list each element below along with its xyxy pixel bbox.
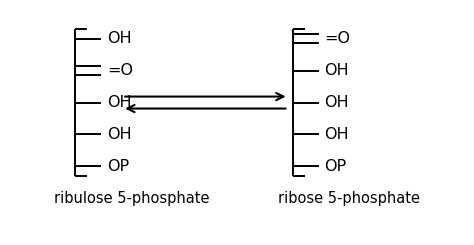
Text: ribulose 5-phosphate: ribulose 5-phosphate bbox=[54, 191, 210, 206]
Text: OP: OP bbox=[107, 159, 129, 174]
Text: =O: =O bbox=[107, 63, 133, 78]
Text: OH: OH bbox=[325, 95, 349, 110]
Text: ribose 5-phosphate: ribose 5-phosphate bbox=[278, 191, 420, 206]
Text: OH: OH bbox=[325, 63, 349, 78]
Text: OH: OH bbox=[325, 127, 349, 142]
Text: OH: OH bbox=[107, 127, 131, 142]
Text: OH: OH bbox=[107, 95, 131, 110]
Text: =O: =O bbox=[325, 31, 351, 46]
Text: OH: OH bbox=[107, 31, 131, 46]
Text: OP: OP bbox=[325, 159, 346, 174]
